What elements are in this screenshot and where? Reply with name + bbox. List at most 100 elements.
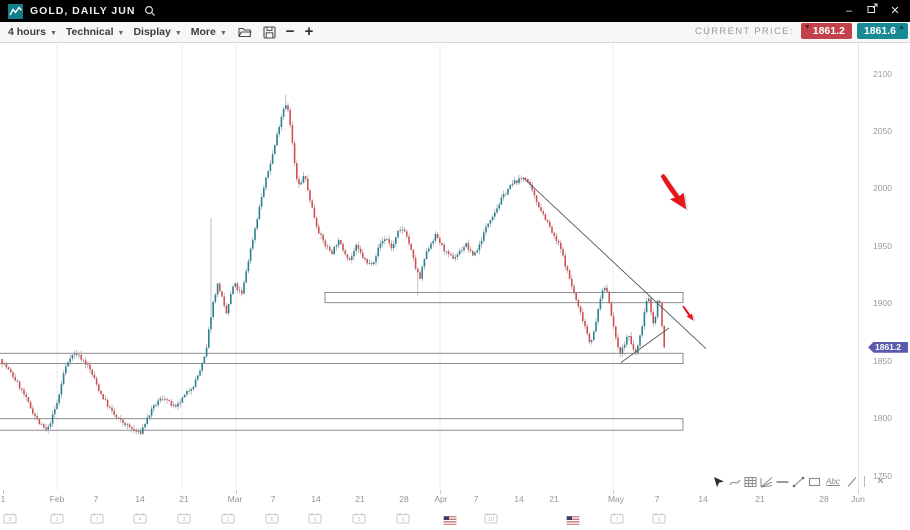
timeframe-dropdown[interactable]: 4 hours ▼	[8, 26, 57, 38]
svg-text:5: 5	[357, 517, 360, 523]
time-axis-label: 7	[93, 494, 99, 504]
curve-tool[interactable]	[728, 475, 741, 488]
buy-price-value: 1861.6	[863, 25, 896, 37]
svg-text:7: 7	[95, 517, 98, 523]
price-axis-label: 1750	[873, 470, 892, 481]
price-axis-label: 2000	[873, 183, 892, 194]
svg-text:1: 1	[226, 517, 229, 523]
time-axis-label: May	[607, 494, 625, 504]
technical-dropdown-label: Technical	[65, 26, 114, 38]
price-axis-label: 1950	[873, 240, 892, 251]
calendar-icon[interactable]: 1	[50, 511, 64, 529]
time-axis-tick	[440, 490, 441, 494]
svg-text:4: 4	[138, 517, 141, 523]
calendar-icon[interactable]: 5	[352, 511, 366, 529]
time-axis-label: 14	[514, 494, 524, 504]
search-icon[interactable]	[144, 5, 156, 17]
current-price-tag: 1861.2	[868, 341, 908, 353]
trend-segment-tool[interactable]	[792, 475, 805, 488]
time-axis-label: Mar	[227, 494, 243, 504]
calendar-icon[interactable]: 7	[610, 511, 624, 529]
time-axis-label: 7	[654, 494, 660, 504]
price-axis-label: 2050	[873, 125, 892, 136]
drawing-toolbar: Abc ✕	[712, 473, 887, 490]
sell-price-value: 1861.2	[812, 25, 845, 37]
time-axis-tick	[858, 490, 859, 494]
calendar-icon[interactable]: 10	[484, 511, 498, 529]
horizontal-line-tool[interactable]	[776, 475, 789, 488]
tick-down-icon: ▼	[803, 24, 811, 31]
title-bar: GOLD, DAILY JUN – ✕	[0, 0, 910, 22]
price-axis-separator	[858, 42, 859, 490]
toolbar-divider	[707, 25, 708, 39]
timeframe-dropdown-label: 4 hours	[8, 26, 46, 38]
small-down-arrow[interactable]	[681, 304, 696, 322]
us-flag-icon[interactable]	[566, 512, 580, 530]
more-dropdown[interactable]: More ▼	[191, 26, 227, 38]
calendar-icon[interactable]: 6	[396, 511, 410, 529]
time-axis-label: Jun	[851, 494, 865, 504]
svg-text:7: 7	[615, 517, 618, 523]
fan-lines-tool[interactable]	[760, 475, 773, 488]
svg-text:3: 3	[8, 517, 11, 523]
time-axis-label: Feb	[49, 494, 65, 504]
diagonal-line-tool[interactable]	[845, 475, 858, 488]
price-axis-label: 1900	[873, 298, 892, 309]
minimize-button[interactable]: –	[845, 5, 853, 17]
svg-text:3: 3	[182, 517, 185, 523]
zone-support-1850[interactable]	[0, 352, 684, 364]
sell-price-button[interactable]: ▼ 1861.2	[800, 23, 852, 39]
calendar-icon[interactable]: 6	[652, 511, 666, 529]
candlestick-series	[1, 94, 665, 436]
chevron-down-icon: ▼	[174, 29, 182, 37]
zone-resistance-1900[interactable]	[324, 291, 684, 304]
calendar-icon[interactable]: 6	[308, 511, 322, 529]
calendar-icon[interactable]: 4	[133, 511, 147, 529]
descending-trendline[interactable]	[522, 177, 707, 349]
pointer-tool[interactable]	[712, 475, 725, 488]
us-flag-icon[interactable]	[443, 512, 457, 530]
price-axis[interactable]: 2100 2050 2000 1950 1900 1850 1800 1750 1861.2	[858, 42, 910, 490]
economic-event-row: 3 1 7 4 3 1 6 6 5 6	[0, 508, 910, 527]
close-button[interactable]: ✕	[890, 5, 900, 17]
chart-toolbar: 4 hours ▼ Technical ▼ Display ▼ More ▼ −…	[0, 22, 910, 43]
grid-tool[interactable]	[744, 475, 757, 488]
drawbar-close-icon[interactable]: ✕	[876, 476, 885, 487]
rectangle-tool[interactable]	[808, 475, 821, 488]
current-price-label: CURRENT PRICE:	[694, 25, 794, 37]
calendar-icon[interactable]: 6	[265, 511, 279, 529]
buy-price-button[interactable]: 1861.6 ▲	[856, 23, 908, 39]
time-axis-label: 28	[399, 494, 409, 504]
time-axis-label: 1	[0, 494, 6, 504]
time-axis-label: 21	[755, 494, 765, 504]
time-axis-label: 14	[698, 494, 708, 504]
technical-dropdown[interactable]: Technical ▼	[66, 26, 125, 38]
time-axis[interactable]: 1 Feb 7 14 21 Mar 7 14 21 28 Apr 7 14 21 May 7 14 21 28 Jun	[0, 490, 910, 507]
zoom-in-button[interactable]: +	[304, 23, 314, 40]
zoom-out-button[interactable]: −	[285, 23, 295, 40]
ascending-trendline[interactable]	[620, 327, 670, 363]
save-icon[interactable]	[263, 25, 276, 39]
svg-text:10: 10	[488, 517, 494, 523]
big-down-arrow[interactable]	[657, 170, 692, 213]
time-axis-label: 14	[135, 494, 145, 504]
time-axis-label: 21	[549, 494, 559, 504]
zone-support-1795[interactable]	[0, 418, 684, 431]
calendar-icon[interactable]: 3	[3, 511, 17, 529]
calendar-icon[interactable]: 1	[221, 511, 235, 529]
calendar-icon[interactable]: 3	[177, 511, 191, 529]
svg-text:6: 6	[401, 517, 404, 523]
time-axis-tick	[236, 490, 237, 494]
display-dropdown[interactable]: Display ▼	[133, 26, 181, 38]
time-axis-tick	[3, 490, 4, 494]
calendar-icon[interactable]: 7	[90, 511, 104, 529]
symbol-title: GOLD, DAILY JUN	[30, 5, 136, 17]
open-folder-icon[interactable]	[238, 26, 252, 38]
time-axis-label: 14	[311, 494, 321, 504]
text-tool[interactable]: Abc	[826, 477, 840, 486]
popout-button[interactable]	[865, 0, 879, 22]
time-axis-tick	[613, 490, 614, 494]
svg-text:6: 6	[657, 517, 660, 523]
svg-text:6: 6	[270, 517, 273, 523]
